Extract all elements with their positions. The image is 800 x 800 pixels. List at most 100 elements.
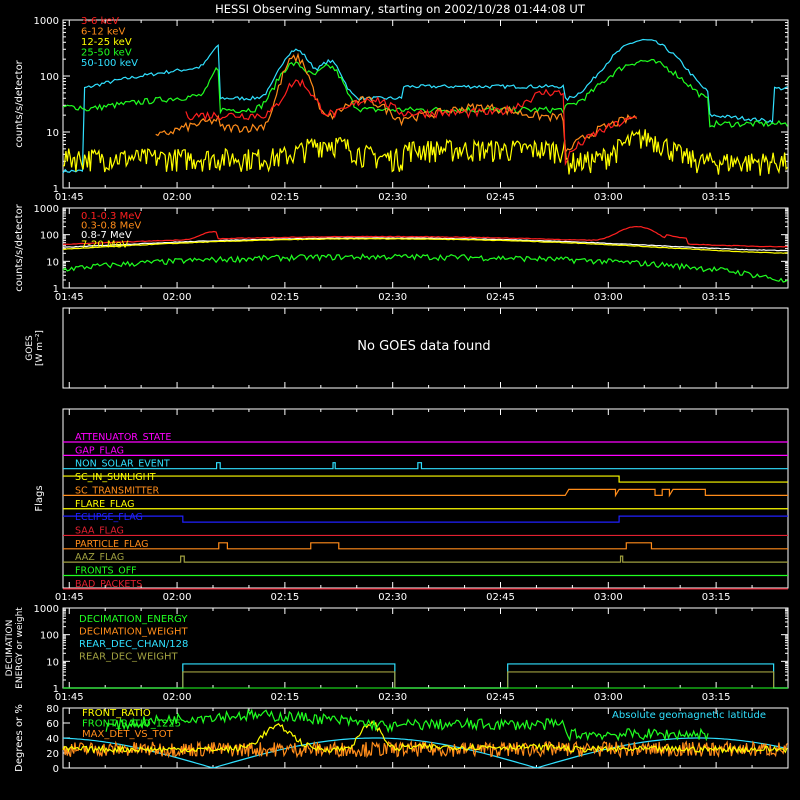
flags-time-label: 02:45 — [486, 592, 515, 603]
decimation-time-label: 02:45 — [486, 692, 515, 703]
ratios-ytick-label: 0 — [53, 764, 59, 775]
panel1-time-label: 03:00 — [594, 192, 623, 203]
flag-label-2: NON_SOLAR_EVENT — [75, 459, 170, 470]
panel2-time-label: 01:45 — [55, 292, 84, 303]
panel2-time-label: 03:15 — [702, 292, 731, 303]
decimation-ylabel-2: ENERGY or weight — [15, 607, 25, 689]
flag-trace-8 — [63, 542, 788, 550]
panel1-ytick-label: 1000 — [34, 16, 59, 27]
flag-label-9: AAZ_FLAG — [75, 552, 124, 563]
decimation-ylabel-1: DECIMATION — [5, 620, 15, 677]
ratios-ytick-label: 20 — [46, 749, 59, 760]
flag-label-6: ECLIPSE_FLAG — [75, 512, 143, 523]
flag-label-4: SC_TRANSMITTER — [75, 485, 160, 496]
panel2-time-label: 02:30 — [378, 292, 407, 303]
decimation-time-label: 03:00 — [594, 692, 623, 703]
panel1-frame — [62, 19, 789, 189]
ratios-legend-0: FRONT_RATIO — [82, 708, 151, 719]
flags-time-label: 02:00 — [163, 592, 192, 603]
panel2-ytick-label: 1000 — [34, 204, 59, 215]
series-max-det-vs-tot — [62, 739, 788, 759]
flags-time-label: 03:15 — [702, 592, 731, 603]
flag-label-5: FLARE_FLAG — [75, 499, 135, 510]
no-goes-message: No GOES data found — [357, 339, 490, 354]
geomag-annotation: Absolute geomagnetic latitude — [612, 710, 766, 721]
panel1-time-label: 03:15 — [702, 192, 731, 203]
flags-ylabel: Flags — [34, 485, 45, 511]
series-50-100keV — [62, 38, 788, 174]
panel2-time-label: 02:15 — [270, 292, 299, 303]
decimation-time-label: 01:45 — [55, 692, 84, 703]
decimation-time-label: 02:00 — [163, 692, 192, 703]
flag-trace-4 — [63, 488, 788, 498]
decimation-ytick-label: 1 — [53, 684, 59, 695]
panel2-legend-0: 0.1-0.3 MeV — [81, 211, 141, 222]
panel1-legend-3: 25-50 keV — [81, 48, 132, 59]
decimation-ytick-label: 100 — [40, 631, 59, 642]
series-0.8-7MeV — [62, 237, 788, 252]
decimation-ytick-label: 10 — [46, 657, 59, 668]
flag-label-3: SC_IN_SUNLIGHT — [75, 472, 156, 483]
ratios-legend-1: FRONT_RATIO_1225 — [82, 719, 181, 730]
flag-label-7: SAA_FLAG — [75, 525, 124, 536]
chart-title: HESSI Observing Summary, starting on 200… — [215, 2, 586, 16]
panel2-time-label: 02:00 — [163, 292, 192, 303]
panel2-ytick-label: 10 — [46, 257, 59, 268]
panel2-time-label: 03:00 — [594, 292, 623, 303]
flag-trace-6 — [63, 515, 788, 523]
panel2-ytick-label: 1 — [53, 284, 59, 295]
panel1-legend-2: 12-25 keV — [81, 37, 132, 48]
decimation-legend-1: DECIMATION_WEIGHT — [79, 627, 188, 638]
series-front-ratio — [62, 720, 788, 754]
panel3-ylabel-unit: [W m⁻²] — [35, 330, 45, 366]
panel1-ytick-label: 10 — [46, 128, 59, 139]
panel2-ytick-label: 100 — [40, 231, 59, 242]
series-3-6keV — [185, 78, 637, 167]
panel2-legend-3: 7-20 MeV — [81, 240, 129, 251]
panel2-ylabel: counts/s/detector — [14, 203, 25, 291]
ratios-ytick-label: 80 — [46, 704, 59, 715]
decimation-time-label: 02:15 — [270, 692, 299, 703]
panel1-legend-4: 50-100 keV — [81, 58, 138, 69]
panel2-frame — [62, 207, 789, 289]
series-7-20MeV — [62, 237, 788, 254]
series-12-25keV — [62, 128, 788, 176]
flag-label-0: ATTENUATOR_STATE — [75, 432, 171, 443]
flag-trace-3 — [63, 475, 788, 483]
panel1-ytick-label: 100 — [40, 72, 59, 83]
decimation-time-label: 02:30 — [378, 692, 407, 703]
ratios-ytick-label: 40 — [46, 734, 59, 745]
decimation-ytick-label: 1000 — [34, 604, 59, 615]
flag-trace-2 — [63, 462, 788, 470]
panel1-ytick-label: 1 — [53, 184, 59, 195]
series-bg-green — [62, 253, 788, 283]
ratios-legend-2: MAX_DET_VS_TOT — [82, 729, 174, 740]
flags-time-label: 01:45 — [55, 592, 84, 603]
panel1-legend-0: 3-6 keV — [81, 16, 119, 27]
decimation-time-label: 03:15 — [702, 692, 731, 703]
flag-trace-9 — [63, 555, 788, 563]
panel1-ylabel: counts/s/detector — [14, 59, 25, 147]
panel1-time-label: 02:00 — [163, 192, 192, 203]
panel2-legend-1: 0.3-0.8 MeV — [81, 221, 141, 232]
series-rear-dec-chan — [63, 663, 788, 689]
panel1-time-label: 02:15 — [270, 192, 299, 203]
ratios-ylabel: Degrees or % — [14, 704, 25, 772]
series-front-ratio-1225 — [105, 708, 709, 742]
panel2-legend-2: 0.8-7 MeV — [81, 230, 132, 241]
panel1-time-label: 02:45 — [486, 192, 515, 203]
decimation-legend-3: REAR_DEC_WEIGHT — [79, 652, 178, 663]
flags-frame — [62, 408, 789, 589]
decimation-legend-0: DECIMATION_ENERGY — [79, 614, 188, 625]
series-6-12keV — [155, 52, 638, 154]
series-rear-dec-weight — [63, 671, 788, 689]
flag-label-10: FRONTS_OFF — [75, 566, 137, 577]
flag-label-11: BAD_PACKETS — [75, 579, 142, 590]
panel1-time-label: 01:45 — [55, 192, 84, 203]
flag-label-8: PARTICLE_FLAG — [75, 539, 148, 550]
flag-label-1: GAP_FLAG — [75, 445, 124, 456]
panel1-legend-1: 6-12 keV — [81, 27, 125, 38]
flags-time-label: 02:15 — [270, 592, 299, 603]
ratios-ytick-label: 60 — [46, 719, 59, 730]
